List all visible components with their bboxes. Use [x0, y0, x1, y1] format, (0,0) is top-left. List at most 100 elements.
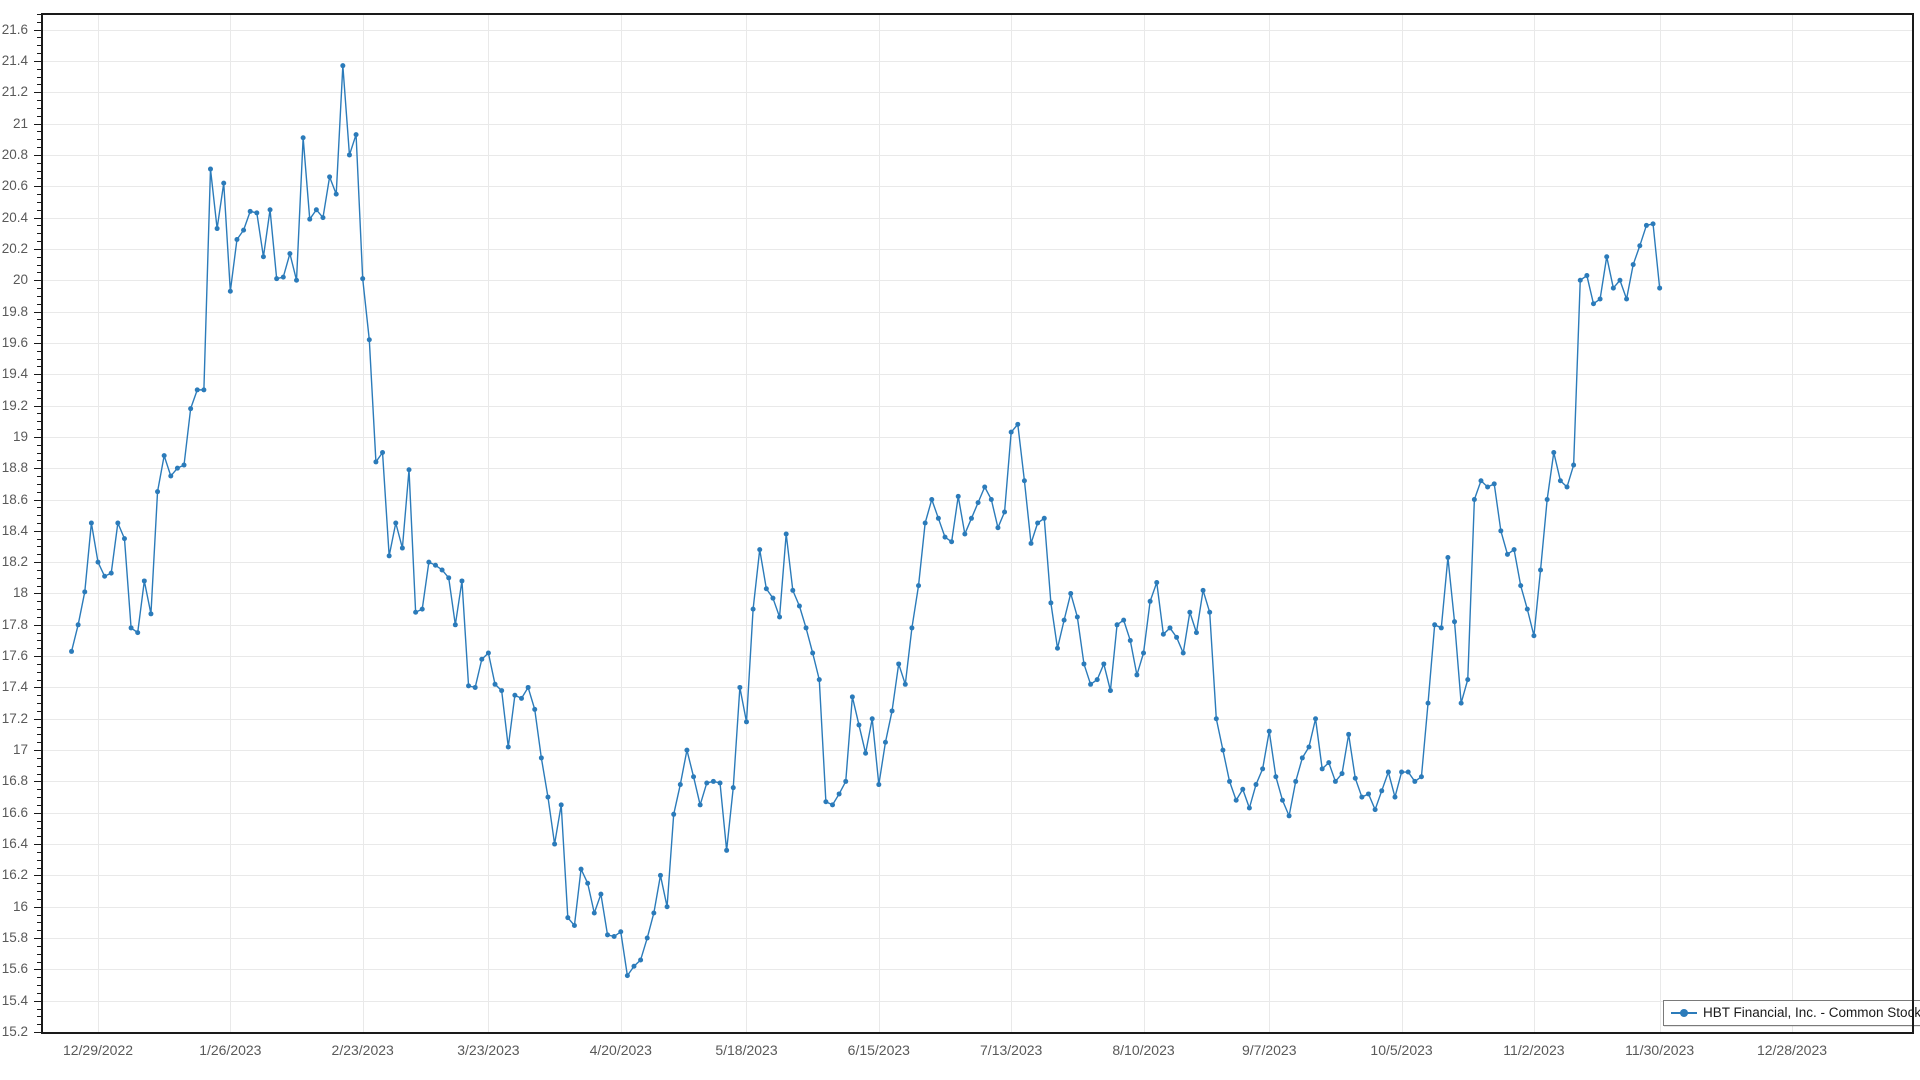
- gridline: [1011, 14, 1012, 1032]
- gridline: [42, 562, 1912, 563]
- data-point-marker: [181, 462, 187, 468]
- y-axis-tick-label: 18.2: [1, 554, 28, 570]
- data-point-marker: [366, 337, 372, 343]
- data-point-marker: [1346, 731, 1352, 737]
- y-axis-tick: [34, 750, 42, 751]
- data-point-marker: [1068, 590, 1074, 596]
- data-point-marker: [949, 539, 955, 545]
- data-point-marker: [777, 614, 783, 620]
- y-axis-minor-tick: [37, 672, 42, 673]
- data-point-marker: [188, 406, 194, 412]
- x-axis-tick-label: 11/2/2023: [1503, 1042, 1565, 1058]
- data-point-marker: [532, 706, 538, 712]
- y-axis-minor-tick: [37, 202, 42, 203]
- data-point-marker: [1352, 775, 1358, 781]
- data-point-marker: [121, 536, 127, 542]
- y-axis-minor-tick: [37, 421, 42, 422]
- y-axis-minor-tick: [37, 398, 42, 399]
- data-point-marker: [671, 811, 677, 817]
- y-axis-minor-tick: [37, 413, 42, 414]
- data-point-marker: [360, 276, 366, 282]
- y-axis-minor-tick: [37, 445, 42, 446]
- y-axis-tick: [34, 719, 42, 720]
- data-point-marker: [935, 515, 941, 521]
- data-point-marker: [922, 520, 928, 526]
- y-axis-tick: [34, 468, 42, 469]
- data-point-marker: [1624, 296, 1630, 302]
- y-axis-tick-label: 16.2: [1, 867, 28, 883]
- data-point-marker: [1088, 681, 1094, 687]
- data-point-marker: [929, 497, 935, 503]
- data-point-marker: [426, 559, 432, 565]
- data-point-marker: [128, 625, 134, 631]
- data-point-marker: [1141, 650, 1147, 656]
- y-axis-tick: [34, 280, 42, 281]
- data-point-marker: [267, 207, 273, 213]
- data-point-marker: [1379, 788, 1385, 794]
- y-axis-minor-tick: [37, 108, 42, 109]
- data-point-marker: [1114, 622, 1120, 628]
- data-point-marker: [565, 915, 571, 921]
- y-axis-tick-label: 21.2: [1, 84, 28, 100]
- gridline: [42, 656, 1912, 657]
- data-point-marker: [1531, 633, 1537, 639]
- gridline: [42, 124, 1912, 125]
- data-point-marker: [545, 794, 551, 800]
- y-axis-line: [41, 13, 43, 1034]
- data-point-marker: [280, 274, 286, 280]
- data-point-marker: [1366, 791, 1371, 797]
- data-point-marker: [1584, 273, 1590, 279]
- data-point-marker: [1299, 755, 1305, 761]
- data-point-marker: [1008, 429, 1014, 435]
- chart-legend[interactable]: HBT Financial, Inc. - Common Stock: [1663, 1000, 1920, 1026]
- data-point-marker: [115, 520, 121, 526]
- data-point-marker: [241, 227, 247, 233]
- gridline: [1534, 14, 1535, 1032]
- data-point-marker: [82, 589, 88, 595]
- data-point-marker: [717, 780, 723, 786]
- y-axis-minor-tick: [37, 828, 42, 829]
- data-point-marker: [201, 387, 207, 393]
- data-point-marker: [876, 782, 882, 788]
- gridline: [42, 938, 1912, 939]
- y-axis-tick-label: 21.6: [1, 21, 28, 37]
- y-axis-minor-tick: [37, 883, 42, 884]
- y-axis-tick-label: 18.4: [1, 522, 28, 538]
- y-axis-minor-tick: [37, 210, 42, 211]
- gridline: [42, 155, 1912, 156]
- data-point-marker: [1617, 277, 1623, 283]
- y-axis-tick-label: 18: [12, 585, 28, 601]
- y-axis-minor-tick: [37, 711, 42, 712]
- gridline: [621, 14, 622, 1032]
- data-point-marker: [830, 802, 836, 808]
- y-axis-minor-tick: [37, 930, 42, 931]
- y-axis-tick-label: 20.4: [1, 209, 28, 225]
- data-point-marker: [227, 288, 233, 294]
- data-point-marker: [466, 683, 472, 689]
- data-point-marker: [413, 609, 419, 615]
- gridline: [363, 14, 364, 1032]
- data-point-marker: [287, 251, 293, 257]
- y-axis-tick-label: 17: [12, 742, 28, 758]
- gridline: [42, 374, 1912, 375]
- y-axis-minor-tick: [37, 570, 42, 571]
- data-point-marker: [1279, 797, 1285, 803]
- data-point-marker: [108, 570, 114, 576]
- y-axis-tick-label: 19.2: [1, 397, 28, 413]
- y-axis-minor-tick: [37, 601, 42, 602]
- x-axis-tick-label: 7/13/2023: [980, 1042, 1043, 1058]
- x-axis-tick-label: 9/7/2023: [1241, 1042, 1297, 1058]
- y-axis-tick: [34, 249, 42, 250]
- y-axis-tick-label: 15.4: [1, 992, 28, 1008]
- y-axis-tick: [34, 781, 42, 782]
- data-point-marker: [704, 780, 710, 786]
- y-axis-minor-tick: [37, 648, 42, 649]
- y-axis-minor-tick: [37, 163, 42, 164]
- x-axis-tick-label: 3/23/2023: [457, 1042, 520, 1058]
- y-axis-tick: [34, 437, 42, 438]
- series-line-hbt-financial: [69, 63, 1663, 979]
- data-point-marker: [1326, 760, 1332, 766]
- gridline: [42, 813, 1912, 814]
- data-point-marker: [492, 681, 498, 687]
- data-point-marker: [1061, 617, 1067, 623]
